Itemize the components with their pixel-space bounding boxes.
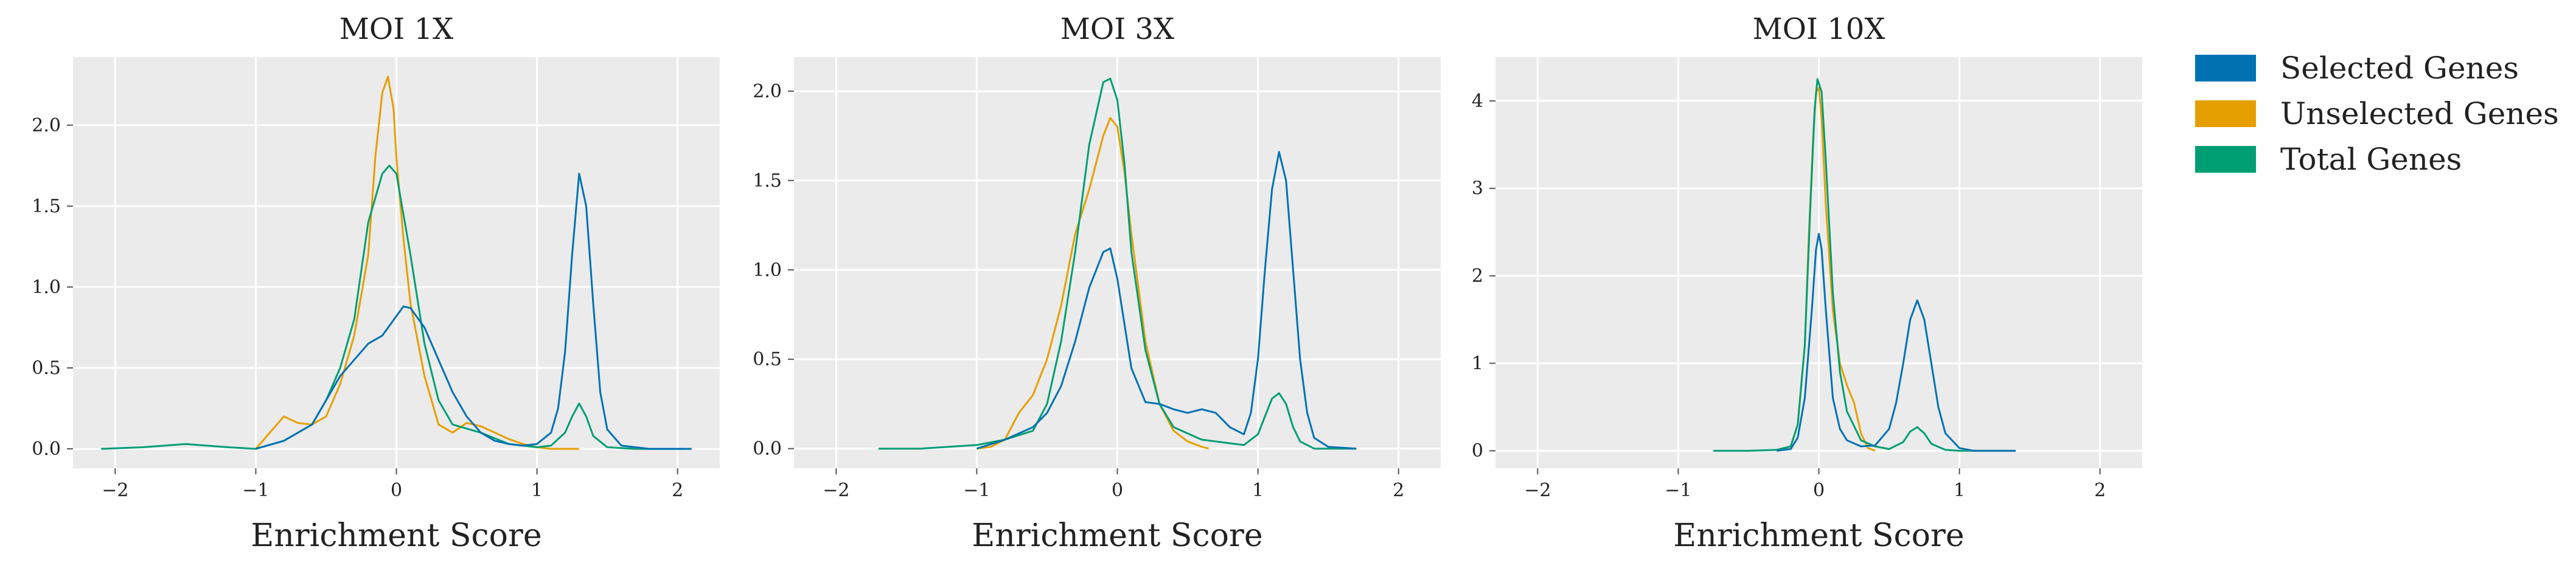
x-tick-label: −2 (1524, 480, 1551, 501)
legend-item: Total Genes (2195, 142, 2462, 177)
x-tick-label: 2 (1393, 480, 1404, 501)
chart-panel: −2 −1 0 1 2 0 1 2 3 4 MOI 10X Enrichment Score (1472, 12, 2142, 554)
x-axis-label: Enrichment Score (972, 518, 1262, 554)
series-line-selected-genes (976, 151, 1357, 450)
y-tick-label: 0 (1472, 440, 1483, 462)
x-tick-label: 2 (2094, 480, 2106, 501)
x-axis-label: Enrichment Score (251, 518, 541, 554)
series-line-selected-genes (255, 173, 692, 450)
series-line-total-genes (1713, 78, 2016, 452)
y-tick-label: 0.5 (753, 349, 782, 370)
chart-panel: −2 −1 0 1 2 0.0 0.5 1.0 1.5 2.0 MOI 1X Enrichment S… (32, 12, 720, 554)
panel-title: MOI 10X (1753, 12, 1885, 46)
x-tick-label: 2 (672, 480, 683, 501)
legend-label: Selected Genes (2280, 50, 2519, 86)
y-tick-label: 1.0 (753, 260, 782, 281)
y-tick-label: 0.5 (32, 358, 61, 379)
x-tick-label: −1 (242, 480, 269, 501)
legend-swatch (2195, 146, 2256, 173)
x-tick-label: −1 (1665, 480, 1691, 501)
chart-panel: −2 −1 0 1 2 0.0 0.5 1.0 1.5 2.0 MOI 3X Enrichment S… (753, 12, 1441, 554)
x-tick-label: 1 (1252, 480, 1264, 501)
y-tick-label: 1.0 (32, 277, 61, 298)
y-tick-label: 1 (1472, 353, 1483, 374)
y-tick-label: 0.0 (753, 438, 782, 460)
y-tick-label: 1.5 (32, 196, 61, 217)
x-tick-label: −1 (963, 480, 990, 501)
y-tick-label: 4 (1472, 91, 1483, 112)
series-line-selected-genes (1777, 233, 2016, 452)
y-tick-label: 1.5 (753, 170, 782, 192)
panel-title: MOI 1X (339, 12, 453, 46)
y-tick-label: 3 (1472, 178, 1483, 199)
y-tick-label: 2.0 (753, 81, 782, 102)
y-tick-label: 2.0 (32, 115, 61, 136)
y-tick-label: 2 (1472, 266, 1483, 287)
x-tick-label: 0 (391, 480, 402, 501)
legend-swatch (2195, 100, 2256, 127)
x-tick-label: 1 (531, 480, 543, 501)
x-axis-label: Enrichment Score (1673, 518, 1964, 554)
x-tick-label: 0 (1112, 480, 1123, 501)
legend: Selected Genes Unselected Genes Total Gene… (2195, 50, 2559, 177)
x-tick-label: −2 (102, 480, 128, 501)
panel-title: MOI 3X (1060, 12, 1174, 46)
x-tick-label: −2 (823, 480, 849, 501)
y-tick-label: 0.0 (32, 438, 61, 460)
legend-label: Unselected Genes (2280, 96, 2559, 131)
x-tick-label: 0 (1813, 480, 1825, 501)
legend-item: Unselected Genes (2195, 96, 2559, 131)
series-line-unselected-genes (976, 117, 1210, 450)
legend-item: Selected Genes (2195, 50, 2519, 86)
legend-swatch (2195, 55, 2256, 81)
series-line-total-genes (878, 77, 1357, 450)
chart-panels: −2 −1 0 1 2 0.0 0.5 1.0 1.5 2.0 MOI 1X Enrichment S… (32, 12, 2142, 554)
legend-label: Total Genes (2280, 142, 2462, 177)
x-tick-label: 1 (1954, 480, 1965, 501)
